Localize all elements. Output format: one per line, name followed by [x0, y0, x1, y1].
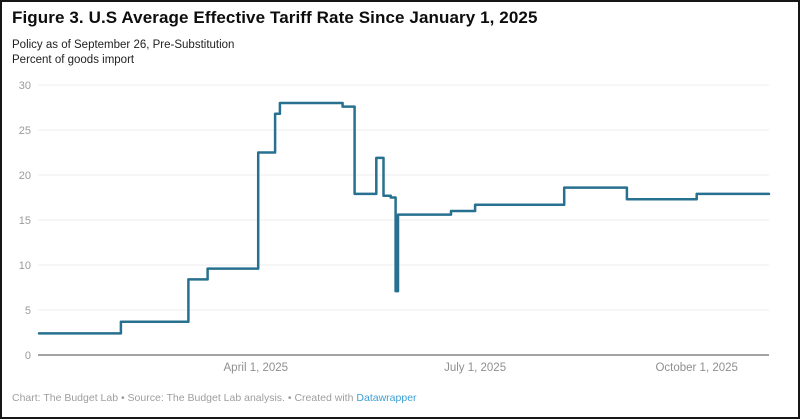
x-tick-label: October 1, 2025	[655, 362, 737, 374]
chart-title: Figure 3. U.S Average Effective Tariff R…	[12, 8, 538, 27]
x-tick-label: July 1, 2025	[444, 362, 506, 374]
y-tick-label: 0	[25, 350, 31, 362]
chart-subtitle-unit: Percent of goods import	[12, 54, 135, 66]
credit-text: Chart: The Budget Lab • Source: The Budg…	[12, 392, 354, 404]
attribution-bar: Chart: The Budget Lab • Source: The Budg…	[12, 392, 417, 404]
tariff-rate-line	[37, 101, 771, 335]
y-tick-label: 15	[19, 215, 31, 227]
y-tick-label: 5	[25, 305, 31, 317]
y-tick-label: 10	[19, 260, 31, 272]
datawrapper-link[interactable]: Datawrapper	[356, 392, 417, 404]
y-tick-label: 25	[19, 125, 31, 137]
y-tick-label: 20	[19, 170, 31, 182]
x-tick-label: April 1, 2025	[224, 362, 289, 374]
chart-subtitle-policy: Policy as of September 26, Pre-Substitut…	[12, 39, 235, 51]
y-tick-label: 30	[19, 80, 31, 92]
